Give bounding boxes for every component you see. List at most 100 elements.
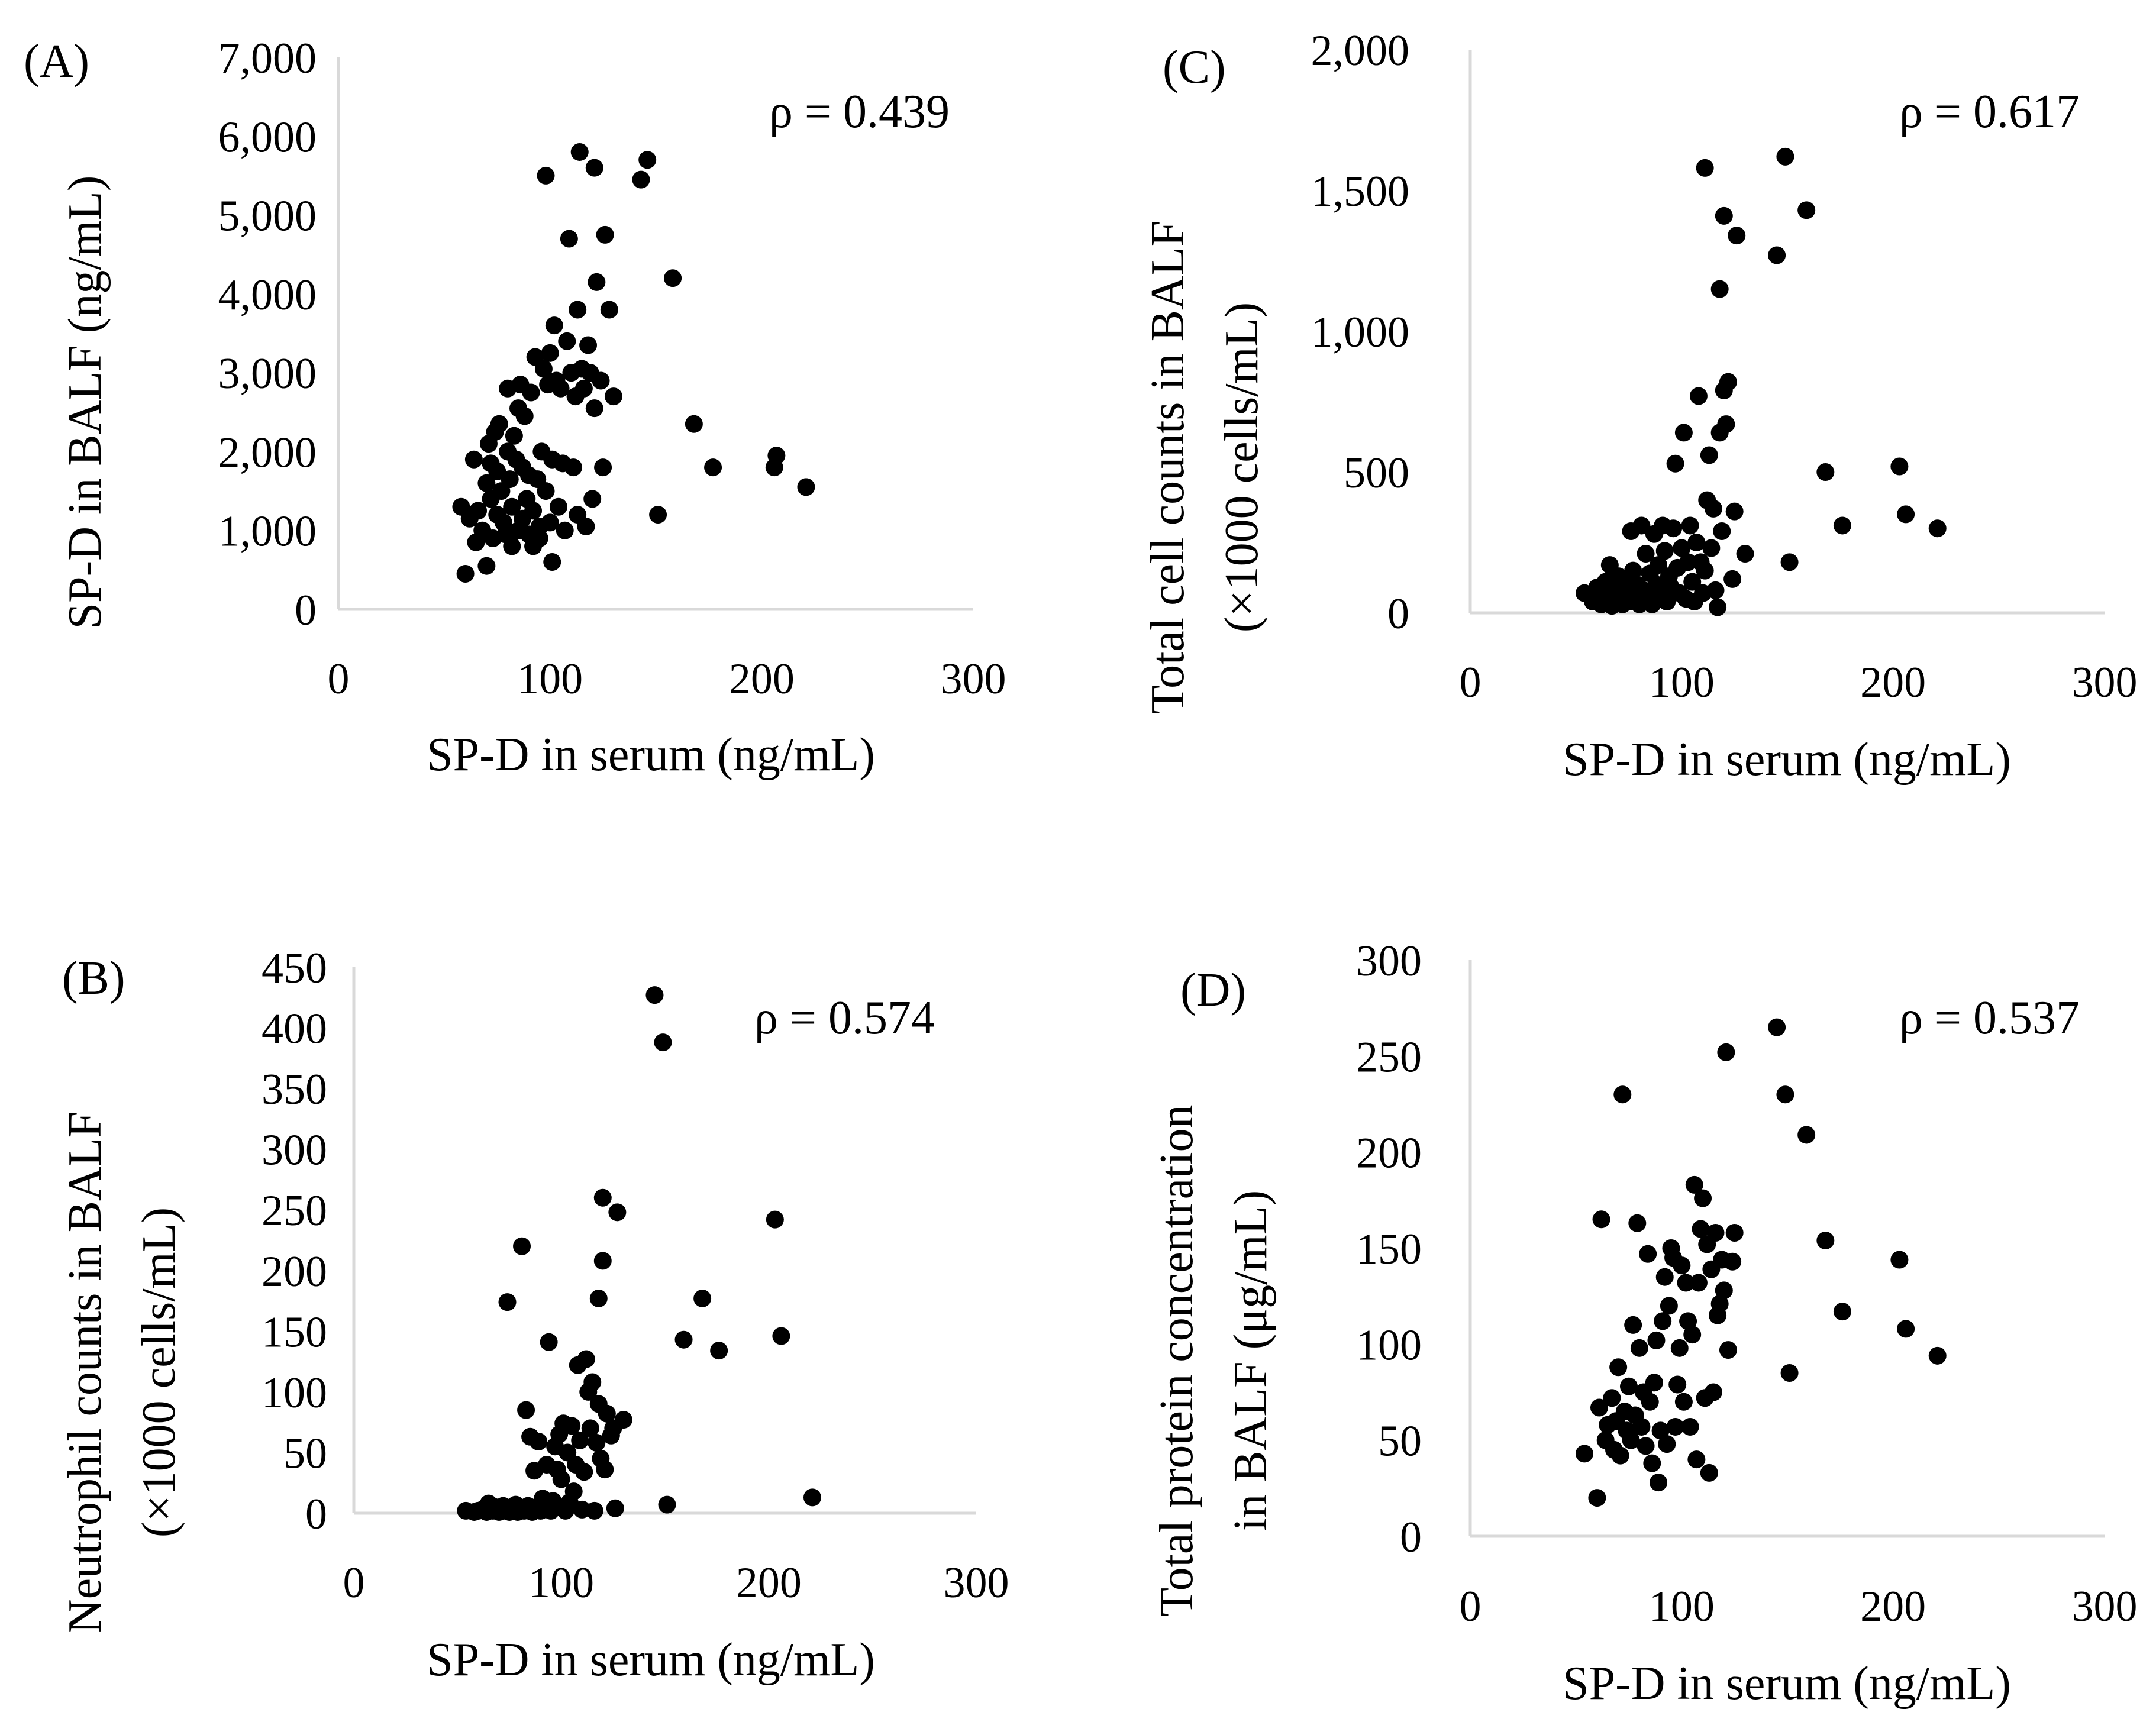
panel-d-data-point: [1694, 1189, 1712, 1207]
panel-d-data-point: [1677, 1274, 1695, 1292]
panel-b-data-point: [674, 1330, 693, 1349]
panel-c-x-tick-label: 0: [1460, 658, 1482, 707]
panel-b-data-point: [710, 1342, 728, 1360]
panel-b-x-tick-label: 300: [944, 1559, 1009, 1607]
panel-a-data-point: [469, 502, 488, 520]
panel-a-data-point: [477, 557, 496, 575]
panel-d-data-point: [1897, 1320, 1915, 1338]
panel-b-data-point: [498, 1293, 517, 1311]
panel-a-scatter: (A) ρ = 0.439 SP-D in serum (ng/mL) SP-D…: [24, 34, 1006, 781]
panel-c-data-point: [1689, 387, 1708, 405]
panel-b-data-point: [530, 1432, 548, 1450]
panel-d-data-point: [1715, 1281, 1733, 1300]
panel-a-data-point: [574, 379, 593, 398]
panel-a-data-point: [551, 379, 570, 398]
panel-c-data-point: [1897, 505, 1915, 524]
panel-b-label: (B): [62, 952, 125, 1004]
panel-a-data-point: [585, 399, 603, 418]
panel-d-rho: ρ = 0.537: [1899, 992, 2080, 1044]
panel-d-data-point: [1673, 1256, 1691, 1275]
panel-d-data-point: [1655, 1268, 1674, 1286]
panel-d-data-point: [1687, 1450, 1706, 1469]
panel-c-data-point: [1713, 522, 1731, 540]
panel-b-data-point: [766, 1210, 784, 1229]
panel-a-data-point: [534, 360, 553, 378]
panel-c-label: (C): [1163, 41, 1226, 93]
panel-a-data-point: [501, 470, 519, 489]
panel-d-data-point: [1674, 1393, 1693, 1411]
panel-d-data-point: [1651, 1421, 1670, 1440]
panel-b-y-tick-label: 250: [262, 1187, 327, 1235]
panel-a-x-tick-label: 300: [941, 655, 1006, 703]
panel-b-data-point: [517, 1401, 535, 1419]
panel-a-rho: ρ = 0.439: [769, 86, 950, 138]
panel-b-data-point: [593, 1188, 612, 1207]
panel-a-data-point: [490, 415, 508, 433]
panel-a-data-point: [767, 447, 786, 465]
panel-c-y-tick-label: 2,000: [1311, 27, 1410, 75]
panel-b-y-tick-label: 200: [262, 1248, 327, 1296]
panel-d-data-point: [1780, 1364, 1799, 1382]
panel-d-data-point: [1647, 1331, 1666, 1349]
panel-d-data-point: [1681, 1417, 1699, 1436]
panel-d-x-tick-label: 100: [1649, 1582, 1715, 1631]
panel-c-data-point: [1650, 556, 1668, 574]
panel-d-data-point: [1725, 1224, 1744, 1242]
panel-a-data-point: [503, 497, 521, 516]
panel-a-data-point: [632, 170, 650, 189]
panel-c-data-point: [1719, 373, 1737, 391]
panel-d-y-title-2: in BALF (μg/mL): [1225, 1190, 1277, 1531]
panel-c-x-tick-label: 300: [2072, 658, 2138, 707]
panel-d-data-point: [1700, 1463, 1718, 1482]
panel-d-data-point: [1639, 1245, 1657, 1263]
panel-d-data-point: [1704, 1383, 1722, 1401]
panel-c-data-point: [1797, 201, 1816, 219]
panel-d-data-point: [1776, 1085, 1794, 1104]
panel-d-data-point: [1723, 1252, 1742, 1271]
panel-a-data-point: [604, 387, 622, 406]
panel-a-data-point: [477, 474, 496, 492]
panel-c-data-point: [1723, 570, 1742, 588]
panel-a-data-point: [685, 415, 703, 433]
panel-a-data-point: [505, 427, 523, 445]
panel-c-data-point: [1717, 415, 1735, 434]
panel-c-data-point: [1674, 424, 1693, 442]
panel-b-data-point: [608, 1203, 627, 1222]
panel-c-data-point: [1624, 561, 1642, 580]
panel-a-data-point: [541, 513, 559, 532]
panel-c-data-point: [1655, 542, 1674, 560]
panel-a-data-point: [594, 458, 612, 477]
panel-d-data-point: [1622, 1431, 1640, 1449]
panel-d-data-point: [1620, 1377, 1638, 1395]
panel-b-data-point: [583, 1373, 602, 1391]
panel-c-data-point: [1683, 573, 1702, 591]
panel-a-data-point: [704, 458, 722, 477]
panel-b-x-tick-label: 0: [343, 1559, 365, 1607]
panel-d-data-point: [1658, 1435, 1676, 1453]
panel-a-data-point: [522, 383, 540, 402]
panel-b-y-tick-label: 150: [262, 1308, 327, 1356]
panel-d-data-point: [1890, 1251, 1909, 1269]
panel-c-data-point: [1696, 561, 1714, 580]
panel-b-data-point: [544, 1492, 562, 1510]
panel-d-x-tick-label: 0: [1460, 1582, 1482, 1631]
panel-c-y-tick-label: 500: [1344, 449, 1409, 497]
panel-d-data-point: [1816, 1232, 1835, 1250]
panel-a-data-point: [588, 273, 606, 291]
panel-a-data-point: [558, 332, 576, 350]
panel-a-data-point: [797, 478, 815, 496]
panel-c-data-point: [1681, 516, 1699, 535]
panel-a-y-tick-label: 4,000: [218, 271, 317, 319]
panel-a-data-point: [638, 151, 657, 169]
panel-c-y-title-2: (×1000 cells/mL): [1216, 302, 1268, 632]
panel-d-data-point: [1706, 1224, 1725, 1242]
panel-a-x-tick-label: 0: [328, 655, 350, 703]
panel-b-data-point: [596, 1461, 614, 1479]
panel-a-data-point: [570, 143, 589, 161]
panel-d-data-point: [1768, 1018, 1786, 1036]
panel-d-data-point: [1611, 1446, 1629, 1465]
panel-d-data-point: [1719, 1341, 1737, 1359]
panel-b-data-point: [575, 1463, 593, 1481]
panel-c-y-tick-label: 1,000: [1311, 308, 1410, 357]
panel-c-data-point: [1725, 502, 1744, 521]
